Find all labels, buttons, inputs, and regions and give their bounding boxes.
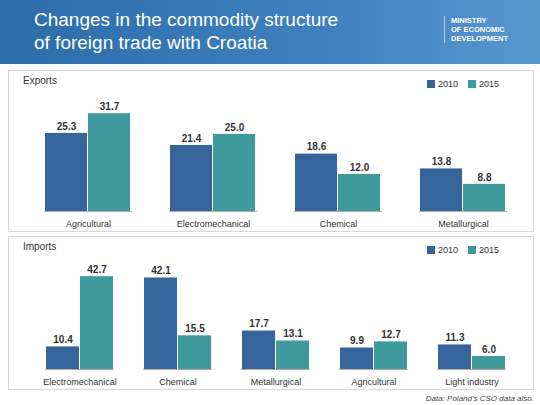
svg-text:Light industry: Light industry: [445, 377, 499, 387]
svg-text:21.4: 21.4: [182, 133, 202, 144]
html-text:Data: Poland's CSO data also.: Data: Poland's CSO data also.: [425, 394, 534, 403]
svg-text:12.7: 12.7: [381, 329, 401, 340]
svg-text:42.7: 42.7: [87, 264, 107, 275]
svg-text:Chemical: Chemical: [320, 219, 358, 229]
html-text:2015: 2015: [479, 245, 499, 255]
svg-text:Electromechanical: Electromechanical: [177, 219, 251, 229]
html-text:of foreign trade with Croatia: of foreign trade with Croatia: [34, 32, 268, 53]
svg-text:Electromechanical: Electromechanical: [43, 377, 117, 387]
html-text:OF ECONOMIC: OF ECONOMIC: [451, 25, 505, 34]
svg-text:Chemical: Chemical: [159, 377, 197, 387]
html-text:2010: 2010: [437, 245, 458, 255]
svg-text:15.5: 15.5: [185, 323, 205, 334]
html-text:Changes in the commodity struc: Changes in the commodity structure: [34, 9, 339, 30]
html-text:2015: 2015: [479, 79, 499, 89]
html-text:Exports: Exports: [23, 75, 57, 86]
svg-text:42.1: 42.1: [151, 265, 171, 276]
svg-text:25.3: 25.3: [57, 121, 77, 132]
svg-text:12.0: 12.0: [350, 162, 370, 173]
svg-text:17.7: 17.7: [249, 318, 269, 329]
svg-text:Agricultural: Agricultural: [66, 219, 111, 229]
html-text:MINISTRY: MINISTRY: [451, 16, 487, 25]
svg-text:Agricultural: Agricultural: [351, 377, 396, 387]
html-text:2010: 2010: [437, 79, 458, 89]
svg-text:10.4: 10.4: [53, 334, 73, 345]
svg-text:25.0: 25.0: [225, 122, 245, 133]
svg-text:Metallurgical: Metallurgical: [438, 219, 489, 229]
svg-text:6.0: 6.0: [482, 344, 496, 355]
html-text:Imports: Imports: [23, 241, 57, 252]
svg-text:18.6: 18.6: [307, 141, 327, 152]
svg-text:13.8: 13.8: [432, 156, 452, 167]
html-text:DEVELOPMENT: DEVELOPMENT: [451, 34, 509, 43]
svg-text:Metallurgical: Metallurgical: [251, 377, 302, 387]
svg-text:8.8: 8.8: [478, 172, 492, 183]
svg-text:11.3: 11.3: [446, 332, 465, 343]
svg-text:9.9: 9.9: [350, 335, 364, 346]
svg-text:13.1: 13.1: [283, 328, 303, 339]
svg-text:31.7: 31.7: [100, 101, 120, 112]
